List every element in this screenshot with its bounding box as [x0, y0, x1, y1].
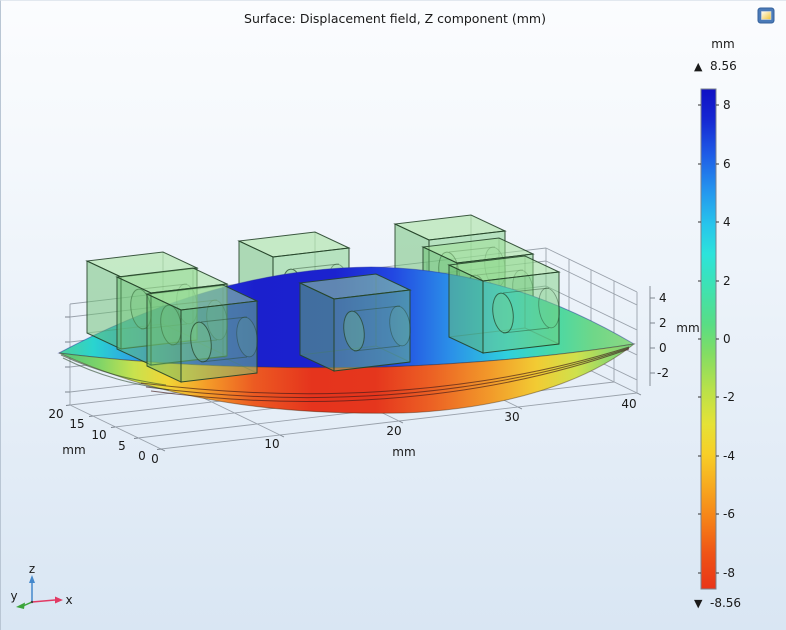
component-box[interactable]: [448, 255, 563, 354]
component-box[interactable]: [146, 284, 261, 383]
x-axis-tick-label: 30: [504, 410, 519, 424]
color-legend-tick-label: -6: [723, 507, 735, 521]
color-legend-ticks: [698, 104, 719, 574]
y-axis-tick-label: 5: [118, 439, 126, 453]
x-axis-tick-label: 20: [386, 424, 401, 438]
x-axis-tick-label: 0: [151, 452, 159, 466]
x-axis-tick-label: 10: [264, 437, 279, 451]
x-axis: 0 10 20 30 40 mm: [151, 397, 636, 466]
color-legend-tick-label: 4: [723, 215, 731, 229]
triad-z-arrowhead: [29, 575, 35, 583]
color-legend-unit: mm: [711, 37, 734, 51]
triad-origin-dot: [30, 600, 34, 604]
popout-window-icon[interactable]: [757, 7, 775, 24]
color-legend-tick-label: 6: [723, 157, 731, 171]
triad-z-label: z: [29, 562, 35, 576]
y-axis-tick-label: 20: [48, 407, 63, 421]
color-legend: mm ▲ 8.56 8 6 4 2 0 -2 -4 -6 -8 ▼ -8.56: [694, 37, 741, 610]
color-legend-tick-label: -8: [723, 566, 735, 580]
color-legend-bar: [700, 88, 717, 590]
plot-title: Surface: Displacement field, Z component…: [244, 11, 546, 26]
z-axis: 4 2 0 -2 mm: [657, 291, 700, 380]
color-legend-min: ▼ -8.56: [694, 596, 741, 610]
color-legend-max: ▲ 8.56: [694, 59, 737, 73]
color-legend-tick-label: 2: [723, 274, 731, 288]
z-axis-tick-label: 4: [659, 291, 667, 305]
board-edge-layers: [60, 354, 170, 391]
triad-x-arrowhead: [55, 596, 63, 604]
x-axis-unit-label: mm: [392, 445, 415, 459]
triad-x-label: x: [65, 593, 72, 607]
y-axis-tick-label: 15: [69, 417, 84, 431]
triad-y-arrowhead: [16, 602, 25, 609]
color-legend-tick-label: -2: [723, 390, 735, 404]
x-axis-tick-label: 40: [621, 397, 636, 411]
y-axis: 20 15 10 5 0 mm: [48, 407, 145, 463]
triad-y-label: y: [10, 589, 17, 603]
y-axis-unit-label: mm: [62, 443, 85, 457]
z-axis-unit-label: mm: [676, 321, 699, 335]
z-axis-tick-label: -2: [657, 366, 669, 380]
z-axis-tick-label: 0: [659, 341, 667, 355]
orientation-triad: z x y: [10, 562, 73, 609]
y-axis-tick-label: 0: [138, 449, 146, 463]
component-box[interactable]: [299, 273, 414, 372]
z-axis-tick-label: 2: [659, 316, 667, 330]
color-legend-tick-label: 8: [723, 98, 731, 112]
color-legend-tick-label: -4: [723, 449, 735, 463]
board-trace-lines: [140, 346, 630, 402]
color-legend-tick-label: 0: [723, 332, 731, 346]
triad-x-axis-arrow: [31, 599, 56, 603]
y-axis-tick-label: 10: [91, 428, 106, 442]
